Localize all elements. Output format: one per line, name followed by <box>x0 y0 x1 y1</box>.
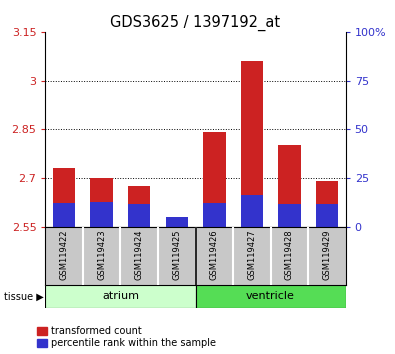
Text: atrium: atrium <box>102 291 139 302</box>
Text: ventricle: ventricle <box>246 291 295 302</box>
Bar <box>278 204 301 227</box>
Bar <box>241 195 263 227</box>
Bar <box>53 203 75 227</box>
Text: GSM119426: GSM119426 <box>210 229 219 280</box>
Text: GSM119423: GSM119423 <box>97 229 106 280</box>
Text: GSM119422: GSM119422 <box>60 229 69 280</box>
Bar <box>53 168 75 227</box>
Bar <box>203 132 226 227</box>
Bar <box>166 225 188 227</box>
Legend: transformed count, percentile rank within the sample: transformed count, percentile rank withi… <box>36 325 217 349</box>
Title: GDS3625 / 1397192_at: GDS3625 / 1397192_at <box>111 14 280 30</box>
Bar <box>166 217 188 227</box>
Bar <box>45 285 196 308</box>
Bar <box>90 178 113 227</box>
Text: GSM119428: GSM119428 <box>285 229 294 280</box>
Text: tissue ▶: tissue ▶ <box>4 291 43 302</box>
Bar <box>196 285 346 308</box>
Text: GSM119429: GSM119429 <box>322 229 331 280</box>
Bar <box>241 61 263 227</box>
Bar <box>128 186 150 227</box>
Bar <box>316 181 338 227</box>
Bar <box>128 205 150 227</box>
Text: GSM119424: GSM119424 <box>135 229 144 280</box>
Bar <box>203 203 226 227</box>
Text: GSM119427: GSM119427 <box>247 229 256 280</box>
Bar <box>278 145 301 227</box>
Bar <box>316 205 338 227</box>
Text: GSM119425: GSM119425 <box>172 229 181 280</box>
Bar <box>90 202 113 227</box>
